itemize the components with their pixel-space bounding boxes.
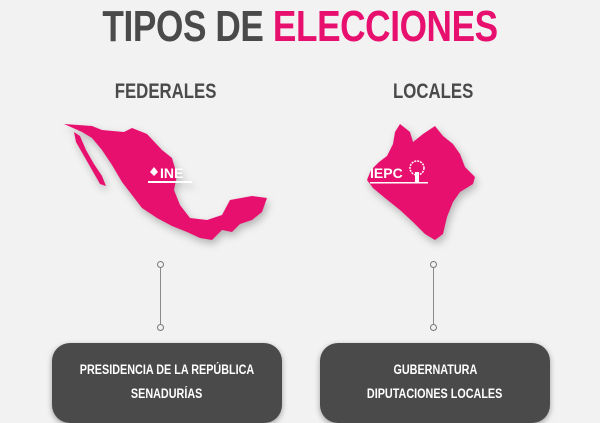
svg-text:INE: INE bbox=[160, 165, 183, 181]
title-part1: TIPOS DE bbox=[102, 2, 264, 51]
locales-connector bbox=[433, 268, 434, 324]
chiapas-map: IEPC bbox=[367, 124, 475, 240]
title-part2: ELECCIONES bbox=[272, 2, 498, 51]
connector-dot-bottom bbox=[157, 324, 164, 331]
list-item: PRESIDENCIA DE LA REPÚBLICA bbox=[79, 362, 255, 377]
federales-connector bbox=[160, 268, 161, 324]
list-item: GUBERNATURA bbox=[393, 362, 477, 377]
locales-heading: LOCALES bbox=[392, 80, 474, 103]
ine-logo: INE bbox=[148, 165, 192, 183]
list-item: DIPUTACIONES LOCALES bbox=[367, 386, 503, 401]
list-item: SENADURÍAS bbox=[131, 386, 203, 401]
connector-dot-top bbox=[430, 261, 437, 268]
federales-box: PRESIDENCIA DE LA REPÚBLICA SENADURÍAS bbox=[52, 343, 282, 423]
mexico-map: INE bbox=[64, 124, 267, 240]
iepc-logo: IEPC bbox=[370, 160, 428, 184]
page-title: TIPOS DE ELECCIONES bbox=[0, 2, 600, 52]
connector-dot-bottom bbox=[430, 324, 437, 331]
svg-text:IEPC: IEPC bbox=[370, 165, 403, 181]
connector-dot-top bbox=[157, 261, 164, 268]
federales-heading: FEDERALES bbox=[115, 80, 217, 103]
locales-box: GUBERNATURA DIPUTACIONES LOCALES bbox=[320, 343, 550, 423]
